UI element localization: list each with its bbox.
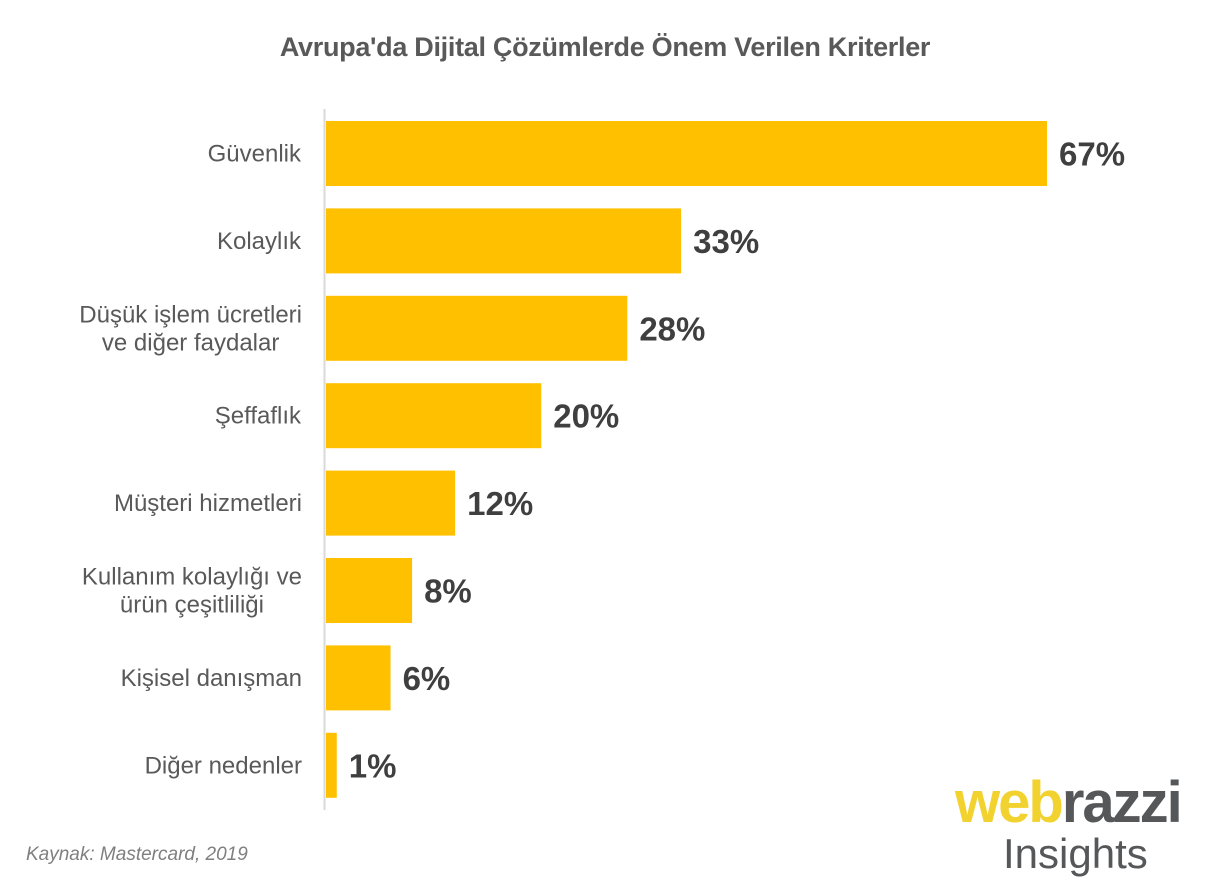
category-label-line: ve diğer faydalar	[102, 329, 279, 356]
bar-1	[326, 208, 682, 274]
bar-0	[326, 121, 1047, 186]
value-label-2: 28%	[639, 310, 705, 347]
bar-3	[326, 383, 542, 449]
category-label-4: Müşteri hizmetleri	[114, 490, 302, 517]
value-label-3: 20%	[553, 398, 619, 435]
value-label-6: 6%	[403, 660, 451, 697]
chart-title: Avrupa'da Dijital Çözümlerde Önem Verile…	[279, 32, 931, 62]
category-label-line: Kişisel danışman	[121, 665, 302, 692]
bar-2	[326, 295, 628, 361]
category-label-line: Kolaylık	[217, 228, 302, 255]
value-label-5: 8%	[424, 573, 472, 610]
bars-group	[326, 121, 1047, 798]
bar-6	[326, 645, 391, 711]
category-label-line: Güvenlik	[208, 141, 302, 168]
category-label-line: Müşteri hizmetleri	[114, 490, 302, 517]
category-label-line: ürün çeşitliliği	[120, 592, 264, 619]
logo-web: web	[955, 770, 1064, 835]
value-labels-group: 67% 33% 28% 20% 12% 8% 6% 1%	[349, 136, 1125, 785]
logo-insights: Insights	[1003, 830, 1148, 877]
category-label-line: Kullanım kolaylığı ve	[82, 564, 302, 591]
category-label-line: Şeffaflık	[215, 403, 302, 430]
bar-7	[326, 732, 337, 798]
category-label-0: Güvenlik	[208, 141, 302, 168]
value-label-1: 33%	[693, 223, 759, 260]
source-note: Kaynak: Mastercard, 2019	[26, 844, 248, 865]
bar-5	[326, 558, 413, 623]
category-label-line: Düşük işlem ücretleri	[79, 301, 302, 328]
category-label-6: Kişisel danışman	[121, 665, 302, 692]
bar-4	[326, 470, 456, 536]
logo-razzi: razzi	[1061, 770, 1183, 835]
category-label-2: Düşük işlem ücretleri ve diğer faydalar	[79, 301, 302, 356]
value-label-0: 67%	[1059, 136, 1125, 173]
category-label-1: Kolaylık	[217, 228, 302, 255]
value-label-4: 12%	[467, 485, 533, 522]
category-label-5: Kullanım kolaylığı ve ürün çeşitliliği	[82, 564, 302, 619]
category-label-3: Şeffaflık	[215, 403, 302, 430]
category-labels-group: Güvenlik Kolaylık Düşük işlem ücretleri ve…	[79, 141, 302, 780]
category-label-7: Diğer nedenler	[145, 752, 302, 779]
category-label-line: Diğer nedenler	[145, 752, 302, 779]
value-label-7: 1%	[349, 747, 397, 784]
webrazzi-insights-logo: webrazzi Insights	[955, 772, 1195, 884]
